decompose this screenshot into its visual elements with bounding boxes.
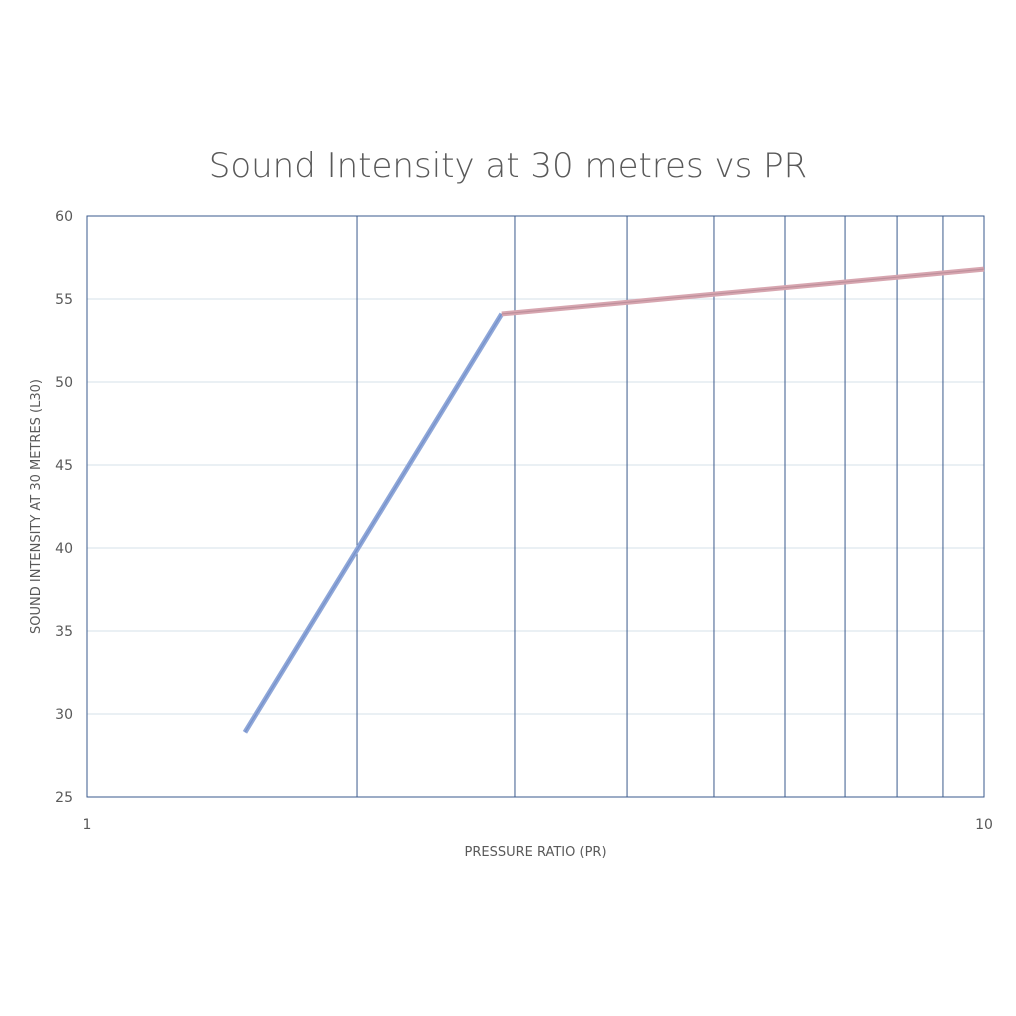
- y-tick-label: 45: [55, 458, 73, 474]
- x-tick-label: 10: [975, 817, 993, 833]
- series-line-core-2: [501, 268, 985, 315]
- y-tick-label: 55: [55, 292, 73, 308]
- plot-frame: [86, 215, 985, 798]
- series-layer: [242, 266, 985, 734]
- y-tick-label: 35: [55, 624, 73, 640]
- x-tick-labels: 1 10: [83, 817, 993, 833]
- horizontal-gridlines: [87, 298, 984, 715]
- series-line-core-1: [244, 313, 503, 733]
- y-tick-label: 60: [55, 209, 73, 225]
- y-tick-label: 25: [55, 790, 73, 806]
- vertical-gridlines: [356, 216, 944, 797]
- chart-title: Sound Intensity at 30 metres vs PR: [208, 146, 808, 186]
- y-tick-labels: 25 30 35 40 45 50 55 60: [55, 209, 73, 806]
- y-tick-label: 30: [55, 707, 73, 723]
- y-tick-label: 40: [55, 541, 73, 557]
- plot-border: [86, 215, 985, 798]
- x-axis-title: PRESSURE RATIO (PR): [464, 845, 606, 860]
- y-axis-title: SOUND INTENSITY AT 30 METRES (L30): [29, 379, 44, 634]
- x-tick-label: 1: [83, 817, 92, 833]
- y-tick-label: 50: [55, 375, 73, 391]
